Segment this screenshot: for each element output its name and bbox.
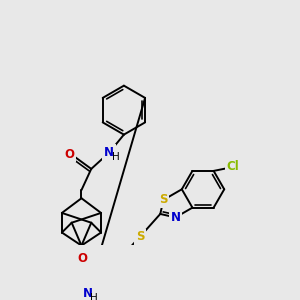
Text: N: N	[104, 146, 114, 159]
Text: S: S	[136, 230, 144, 243]
Text: H: H	[90, 293, 98, 300]
Text: Cl: Cl	[227, 160, 240, 173]
Text: N: N	[170, 211, 181, 224]
Text: N: N	[83, 287, 93, 300]
Text: S: S	[159, 194, 168, 206]
Text: O: O	[77, 251, 87, 265]
Text: H: H	[112, 152, 120, 162]
Text: O: O	[64, 148, 74, 161]
